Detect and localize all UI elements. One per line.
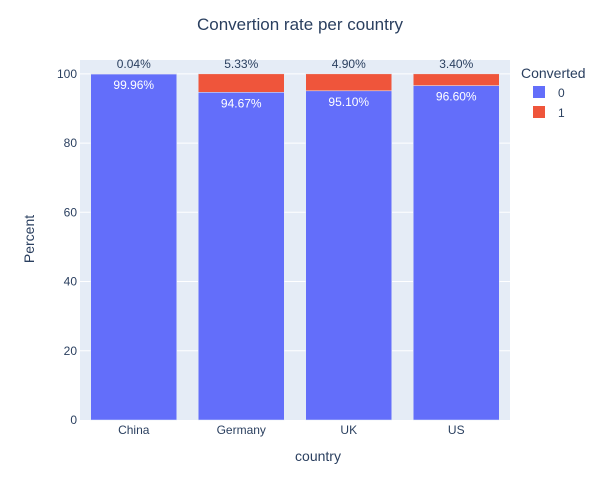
- bar-germany-series-0: [198, 92, 285, 421]
- bar-uk-series-0: [305, 90, 392, 421]
- x-axis-title: country: [295, 448, 341, 464]
- data-label: 94.67%: [221, 96, 262, 110]
- bar-china-series-0: [90, 73, 177, 421]
- bar-us-series-1: [413, 73, 500, 86]
- x-axis-ticks: China Germany UK US: [118, 423, 465, 437]
- legend-label-0: 0: [558, 86, 565, 100]
- y-axis-title: Percent: [21, 215, 37, 263]
- data-label: 5.33%: [224, 57, 258, 71]
- legend-title: Converted: [521, 65, 586, 81]
- y-tick-label: 60: [64, 205, 78, 219]
- data-label: 95.10%: [328, 95, 369, 109]
- y-tick-label: 100: [57, 67, 77, 81]
- y-tick-label: 0: [70, 413, 77, 427]
- y-tick-label: 80: [64, 136, 78, 150]
- chart-title: Convertion rate per country: [197, 15, 403, 34]
- x-tick-label: China: [118, 423, 150, 437]
- data-label: 96.60%: [436, 90, 477, 104]
- bar-uk-series-1: [305, 73, 392, 92]
- legend-swatch-0: [533, 86, 545, 98]
- bar-germany-series-1: [198, 73, 285, 93]
- legend-swatch-1: [533, 106, 545, 118]
- x-tick-label: UK: [340, 423, 357, 437]
- data-label: 99.96%: [113, 78, 154, 92]
- x-tick-label: Germany: [217, 423, 266, 437]
- bars: [90, 73, 500, 421]
- y-tick-label: 40: [64, 275, 78, 289]
- data-label: 3.40%: [439, 57, 473, 71]
- data-labels: 99.96% 0.04% 94.67% 5.33% 95.10% 4.90% 96.60% 3…: [113, 57, 477, 110]
- data-label: 0.04%: [117, 57, 151, 71]
- bar-us-series-0: [413, 85, 500, 421]
- y-tick-label: 20: [64, 344, 78, 358]
- legend-label-1: 1: [558, 106, 565, 120]
- x-tick-label: US: [448, 423, 465, 437]
- y-axis-ticks: 0 20 40 60 80 100: [57, 67, 77, 427]
- data-label: 4.90%: [332, 57, 366, 71]
- legend: Converted 0 1: [521, 65, 586, 120]
